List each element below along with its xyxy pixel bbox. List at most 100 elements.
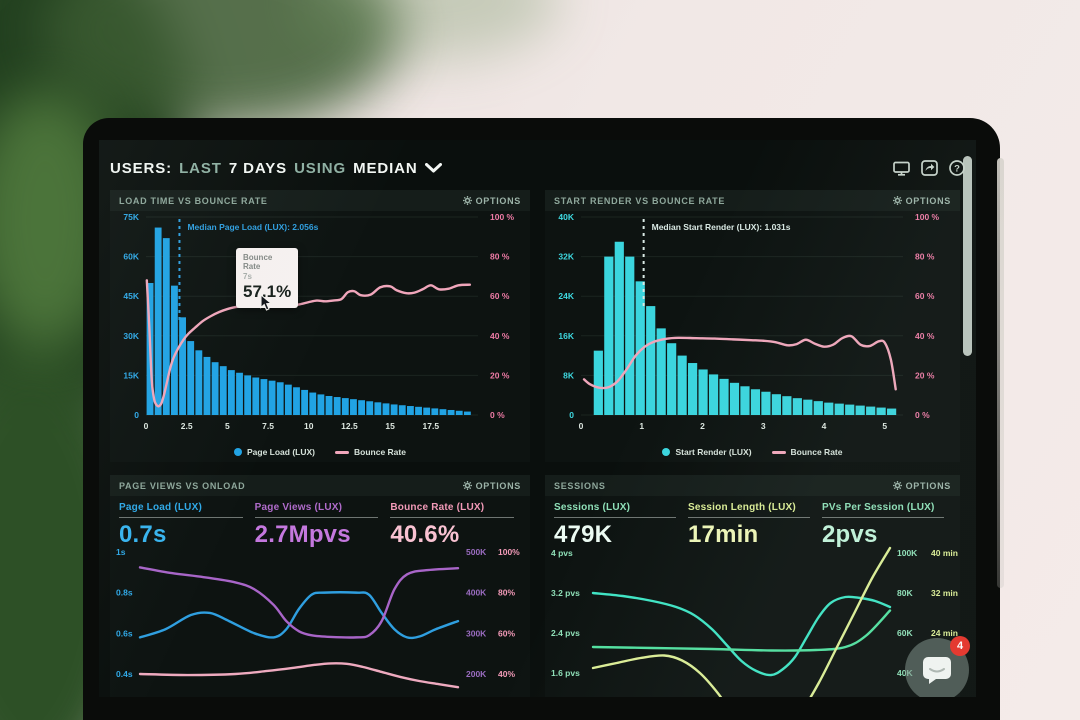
legend-item: Bounce Rate <box>771 447 843 457</box>
monitor-icon[interactable] <box>893 161 910 176</box>
svg-text:60 %: 60 % <box>490 291 510 301</box>
svg-text:40 %: 40 % <box>915 331 935 341</box>
svg-text:1: 1 <box>639 421 644 431</box>
gear-icon <box>892 481 902 490</box>
gear-icon <box>462 481 472 490</box>
svg-text:17.5: 17.5 <box>423 421 440 431</box>
svg-text:0: 0 <box>569 410 574 420</box>
legend-line-marker <box>771 450 786 454</box>
svg-text:3.2 pvs: 3.2 pvs <box>551 588 580 598</box>
svg-text:2.4 pvs: 2.4 pvs <box>551 628 580 638</box>
svg-text:80%: 80% <box>498 588 515 598</box>
chevron-down-icon <box>424 160 442 177</box>
vertical-scrollbar[interactable] <box>963 156 972 356</box>
svg-text:0: 0 <box>134 410 139 420</box>
metric-pvs-per-session: PVs Per Session (LUX) 2pvs <box>822 502 956 549</box>
svg-text:0 %: 0 % <box>915 410 930 420</box>
svg-text:60K: 60K <box>123 252 139 262</box>
chat-bubble-icon <box>923 657 951 684</box>
panel-header: PAGE VIEWS VS ONLOAD OPTIONS <box>110 475 530 496</box>
options-button[interactable]: OPTIONS <box>462 195 521 206</box>
options-label: OPTIONS <box>475 480 521 491</box>
svg-text:4: 4 <box>822 421 827 431</box>
start-render-chart[interactable]: 40K 32K 24K 16K 8K 0 100 % 80 % 60 % 40 % 20 % 0 % 0… <box>545 211 960 461</box>
date-range-dropdown[interactable]: USERS: LAST 7 DAYS USING MEDIAN <box>110 160 442 177</box>
legend-label: Page Load (LUX) <box>247 447 316 457</box>
options-button[interactable]: OPTIONS <box>892 481 951 491</box>
svg-text:400K: 400K <box>466 588 487 598</box>
svg-text:100 %: 100 % <box>915 212 940 222</box>
svg-text:60%: 60% <box>498 628 515 638</box>
svg-text:32K: 32K <box>558 252 574 262</box>
laptop-edge <box>997 158 1004 588</box>
svg-text:40 %: 40 % <box>490 331 510 341</box>
metric-bounce-rate: Bounce Rate (LUX) 40.6% <box>390 502 526 549</box>
options-button[interactable]: OPTIONS <box>892 195 951 206</box>
panel-sessions: SESSIONS OPTIONS Sessions (LUX) 479K Ses… <box>545 475 960 697</box>
svg-text:8K: 8K <box>563 370 575 380</box>
legend-item: Bounce Rate <box>335 447 406 457</box>
svg-text:80 %: 80 % <box>490 252 510 262</box>
legend-item: Page Load (LUX) <box>234 447 315 457</box>
svg-text:0: 0 <box>579 421 584 431</box>
gear-icon <box>892 196 902 205</box>
svg-text:75K: 75K <box>123 212 139 222</box>
svg-text:5: 5 <box>882 421 887 431</box>
svg-text:20 %: 20 % <box>915 370 935 380</box>
legend-label: Bounce Rate <box>354 447 406 457</box>
svg-text:60 %: 60 % <box>915 291 935 301</box>
svg-text:2: 2 <box>700 421 705 431</box>
legend-line-marker <box>335 450 350 454</box>
panel-title: START RENDER VS BOUNCE RATE <box>554 195 726 206</box>
svg-text:0.6s: 0.6s <box>116 628 133 638</box>
svg-text:0 %: 0 % <box>490 410 505 420</box>
svg-text:40K: 40K <box>558 212 574 222</box>
svg-text:Median Start Render (LUX): 1.0: Median Start Render (LUX): 1.031s <box>652 222 791 232</box>
title-part: 7 DAYS <box>228 159 288 177</box>
svg-text:16K: 16K <box>558 331 574 341</box>
legend-label: Start Render (LUX) <box>675 447 752 457</box>
options-label: OPTIONS <box>475 195 521 206</box>
svg-text:500K: 500K <box>466 547 487 557</box>
share-icon[interactable] <box>921 160 938 176</box>
svg-text:32 min: 32 min <box>931 588 958 598</box>
panel-header: START RENDER VS BOUNCE RATE OPTIONS <box>545 190 960 211</box>
load-time-chart[interactable]: 75K 60K 45K 30K 15K 0 100 % 80 % 60 % 40 % 20 % 0 %… <box>110 211 530 461</box>
legend-label: Bounce Rate <box>790 447 843 457</box>
panel-page-views: PAGE VIEWS VS ONLOAD OPTIONS Page Load (… <box>110 475 530 697</box>
svg-text:24 min: 24 min <box>931 628 958 638</box>
gear-icon <box>462 196 472 205</box>
tooltip-series: Bounce Rate <box>243 253 273 271</box>
svg-text:80K: 80K <box>897 588 913 598</box>
metrics-row: Sessions (LUX) 479K Session Length (LUX)… <box>554 502 956 549</box>
panel-header: SESSIONS OPTIONS <box>545 475 960 496</box>
title-part: USING <box>294 159 347 177</box>
chat-launcher[interactable]: 4 <box>905 636 970 697</box>
svg-text:40 min: 40 min <box>931 548 958 558</box>
options-label: OPTIONS <box>905 195 951 206</box>
legend-dot-marker <box>662 448 671 456</box>
laptop: USERS: LAST 7 DAYS USING MEDIAN <box>83 118 1004 720</box>
svg-text:80 %: 80 % <box>915 252 935 262</box>
metric-page-load: Page Load (LUX) 0.7s <box>119 502 255 549</box>
svg-text:0.4s: 0.4s <box>116 669 133 679</box>
legend-item: Start Render (LUX) <box>662 447 752 457</box>
options-button[interactable]: OPTIONS <box>462 480 521 491</box>
svg-text:100K: 100K <box>897 548 918 558</box>
sessions-chart[interactable]: 4 pvs 100K 40 min 3.2 pvs 80K 32 min 2.4 pvs 60… <box>545 545 960 697</box>
svg-text:10: 10 <box>304 421 314 431</box>
chat-unread-badge: 4 <box>950 636 970 656</box>
page-views-chart[interactable]: 1s 500K 100% 0.8s 400K 80% 0.6s 300K 60% 0.4s 200K… <box>110 545 530 697</box>
svg-text:100%: 100% <box>498 547 520 557</box>
tooltip-bucket: 7s <box>243 272 252 281</box>
metric-page-views: Page Views (LUX) 2.7Mpvs <box>254 502 391 549</box>
metric-session-length: Session Length (LUX) 17min <box>688 502 822 549</box>
svg-text:100 %: 100 % <box>490 212 515 222</box>
svg-text:300K: 300K <box>466 628 487 638</box>
title-part: MEDIAN <box>353 159 418 177</box>
chart-tooltip: Bounce Rate 7s 57.1% <box>236 248 298 308</box>
svg-text:1s: 1s <box>116 547 126 557</box>
app-header: USERS: LAST 7 DAYS USING MEDIAN <box>110 150 965 186</box>
panel-load-time: LOAD TIME VS BOUNCE RATE OPTIONS 75K 60K 4… <box>110 190 530 462</box>
